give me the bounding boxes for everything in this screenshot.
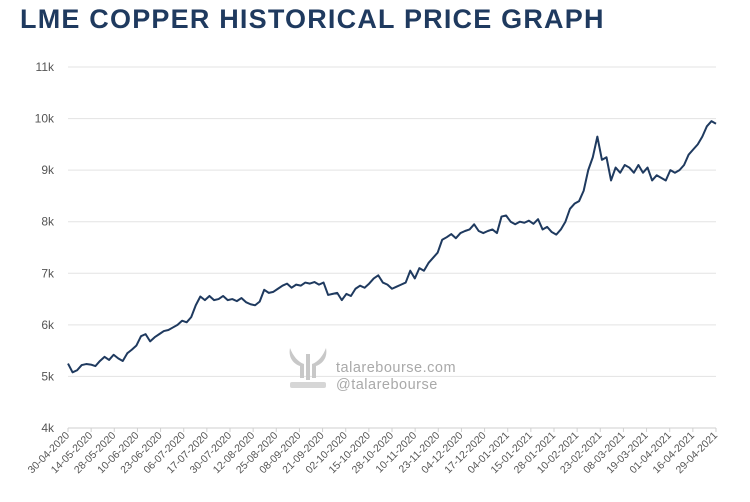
y-tick-label: 7k — [41, 266, 55, 280]
y-tick-label: 4k — [41, 421, 55, 435]
y-tick-label: 9k — [41, 163, 55, 177]
x-axis-ticks: 30-04-202014-05-202028-05-202010-06-2020… — [26, 428, 720, 476]
chart-title: LME COPPER HISTORICAL PRICE GRAPH — [20, 4, 605, 34]
y-tick-label: 6k — [41, 318, 55, 332]
watermark: talarebourse.com @talarebourse — [284, 344, 474, 394]
y-tick-label: 11k — [36, 60, 55, 74]
series-layer — [67, 120, 717, 374]
bull-logo-icon — [289, 348, 327, 388]
y-tick-label: 5k — [41, 369, 55, 383]
watermark-handle: @talarebourse — [336, 377, 438, 393]
series-line — [67, 120, 717, 374]
y-axis-ticks: 4k 5k 6k 7k 8k 9k 10k 11k — [35, 60, 55, 435]
watermark-site: talarebourse.com — [336, 360, 457, 376]
y-tick-label: 8k — [41, 215, 55, 229]
y-tick-label: 10k — [35, 112, 55, 126]
